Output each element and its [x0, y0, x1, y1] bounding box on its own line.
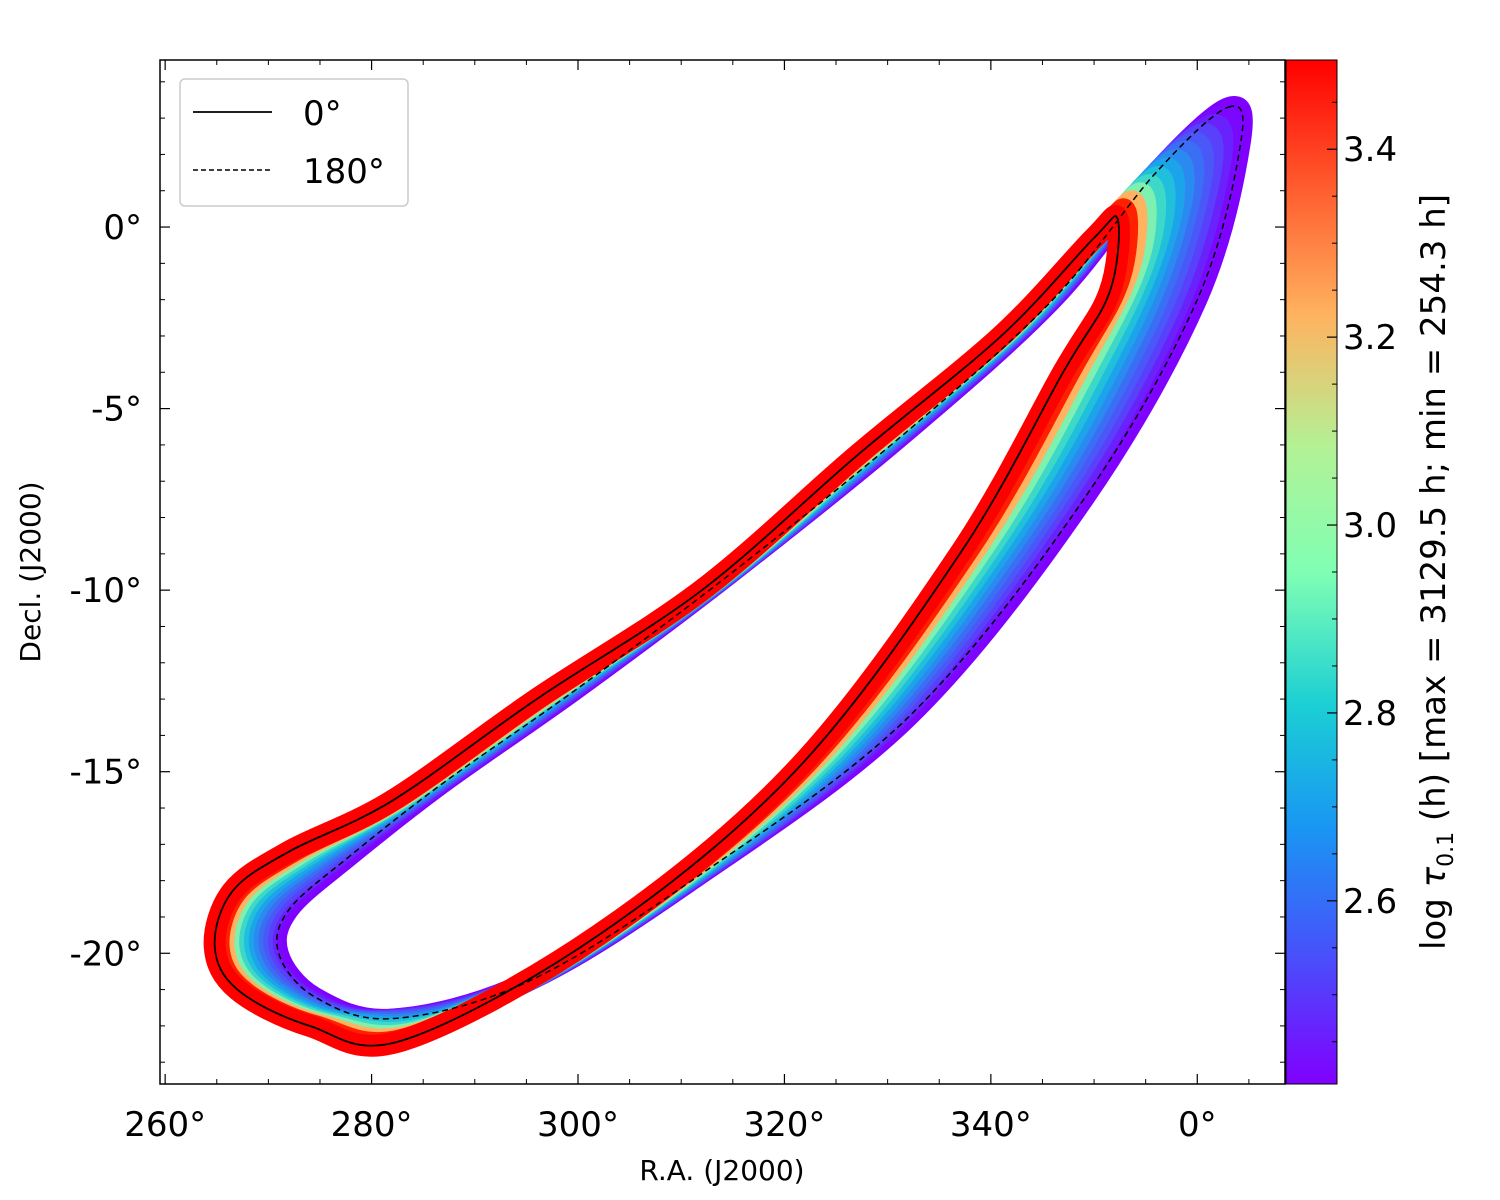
axis-ticks: 260° 280° 300° 320° 340° 0° 0° -5° -10° -15° -20°: [69, 60, 1285, 1145]
y-tick-label: 0°: [103, 208, 142, 248]
colorbar-tick-label: 3.0: [1343, 506, 1397, 546]
x-tick-label: 260°: [124, 1105, 206, 1145]
colorbar: 2.6 2.8 3.0 3.2 3.4 log τ0.1 (h) [max = 3129…: [1285, 59, 1459, 1085]
colorbar-tick-label: 2.8: [1343, 694, 1397, 734]
colorbar-tick-label: 2.6: [1343, 882, 1397, 922]
colorbar-label-subscript: 0.1: [1434, 832, 1459, 867]
colorbar-label: log τ0.1 (h) [max = 3129.5 h; min = 254.…: [1414, 194, 1459, 950]
x-tick-label: 300°: [537, 1105, 619, 1145]
curve-0deg-solid: [213, 215, 1120, 1047]
colorbar-tick-label: 3.2: [1343, 318, 1397, 358]
colorbar-ticks: 2.6 2.8 3.0 3.2 3.4: [1327, 101, 1397, 1043]
colorbar-gradient: [1286, 60, 1337, 1084]
legend-entry-0: 0°: [303, 94, 342, 134]
legend: 0° 180°: [179, 78, 409, 207]
x-tick-label: 0°: [1178, 1105, 1217, 1145]
x-tick-label: 280°: [331, 1105, 413, 1145]
plot-frame: [159, 59, 1286, 1085]
y-tick-label: -15°: [69, 753, 142, 793]
colorbar-label-prefix: log: [1414, 887, 1454, 950]
x-axis-label: R.A. (J2000): [639, 1154, 804, 1187]
colorbar-tick-label: 3.4: [1343, 130, 1397, 170]
legend-entry-1: 180°: [303, 152, 385, 192]
colorbar-label-suffix: (h) [max = 3129.5 h; min = 254.3 h]: [1414, 194, 1454, 832]
data-layer: [203, 96, 1253, 1057]
x-tick-label: 340°: [950, 1105, 1032, 1145]
y-axis-label: Decl. (J2000): [14, 481, 47, 662]
curve-180deg-dashed: [276, 105, 1244, 1020]
y-tick-label: -20°: [69, 934, 142, 974]
y-tick-label: -5°: [91, 390, 142, 430]
colorbar-label-tau: τ: [1414, 866, 1454, 887]
y-tick-label: -10°: [69, 571, 142, 611]
x-tick-label: 320°: [743, 1105, 825, 1145]
legend-box: [179, 78, 409, 207]
